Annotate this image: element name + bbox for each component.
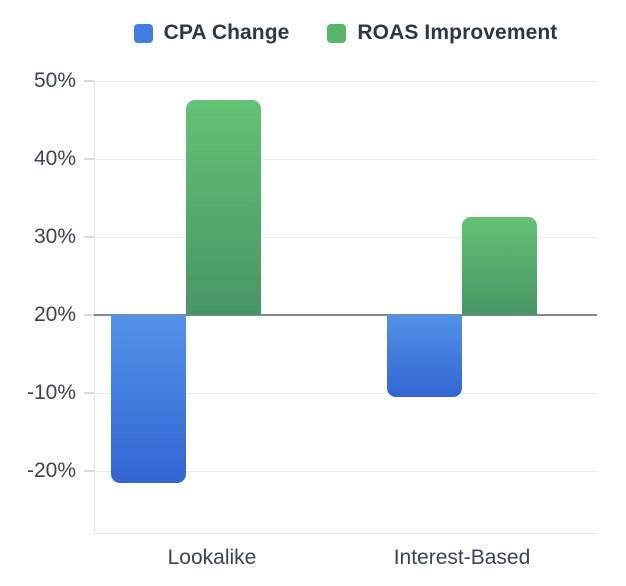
legend-label-roas-improvement: ROAS Improvement (357, 21, 558, 44)
y-axis-line (94, 81, 95, 533)
x-axis-label-lookalike: Lookalike (167, 546, 257, 569)
y-axis-tick-label: -20% (26, 459, 76, 482)
y-axis-tick (84, 470, 94, 472)
legend-item-roas-improvement[interactable]: ROAS Improvement (327, 21, 557, 45)
bar-roas-improvement-lookalike[interactable] (186, 100, 261, 315)
y-axis-tick (84, 158, 94, 160)
gridline (94, 237, 597, 238)
baseline-gridline (94, 314, 597, 316)
x-axis-line (94, 533, 597, 534)
gridline (94, 159, 597, 160)
bar-cpa-change-interest-based[interactable] (387, 315, 462, 397)
gridline (94, 471, 597, 472)
legend-label-cpa-change: CPA Change (163, 21, 290, 44)
gridline (94, 393, 597, 394)
legend-item-cpa-change[interactable]: CPA Change (133, 21, 290, 45)
cpa-change-swatch-icon (133, 23, 153, 43)
y-axis-tick-label: 30% (33, 225, 76, 248)
y-axis-tick (84, 236, 94, 238)
y-axis-tick (84, 314, 94, 316)
y-axis-tick (84, 80, 94, 82)
y-axis-tick-label: -10% (26, 381, 76, 404)
y-axis-tick-label: 40% (33, 147, 76, 170)
chart-legend: CPA Change ROAS Improvement (94, 18, 597, 48)
y-axis-tick-label: 50% (33, 69, 76, 92)
roas-improvement-swatch-icon (327, 23, 347, 43)
bar-roas-improvement-interest-based[interactable] (462, 217, 537, 315)
gridline (94, 81, 597, 82)
y-axis-tick (84, 392, 94, 394)
bar-cpa-change-lookalike[interactable] (111, 315, 186, 483)
y-axis-tick-label: 20% (33, 303, 76, 326)
x-axis-label-interest-based: Interest-Based (393, 546, 531, 569)
